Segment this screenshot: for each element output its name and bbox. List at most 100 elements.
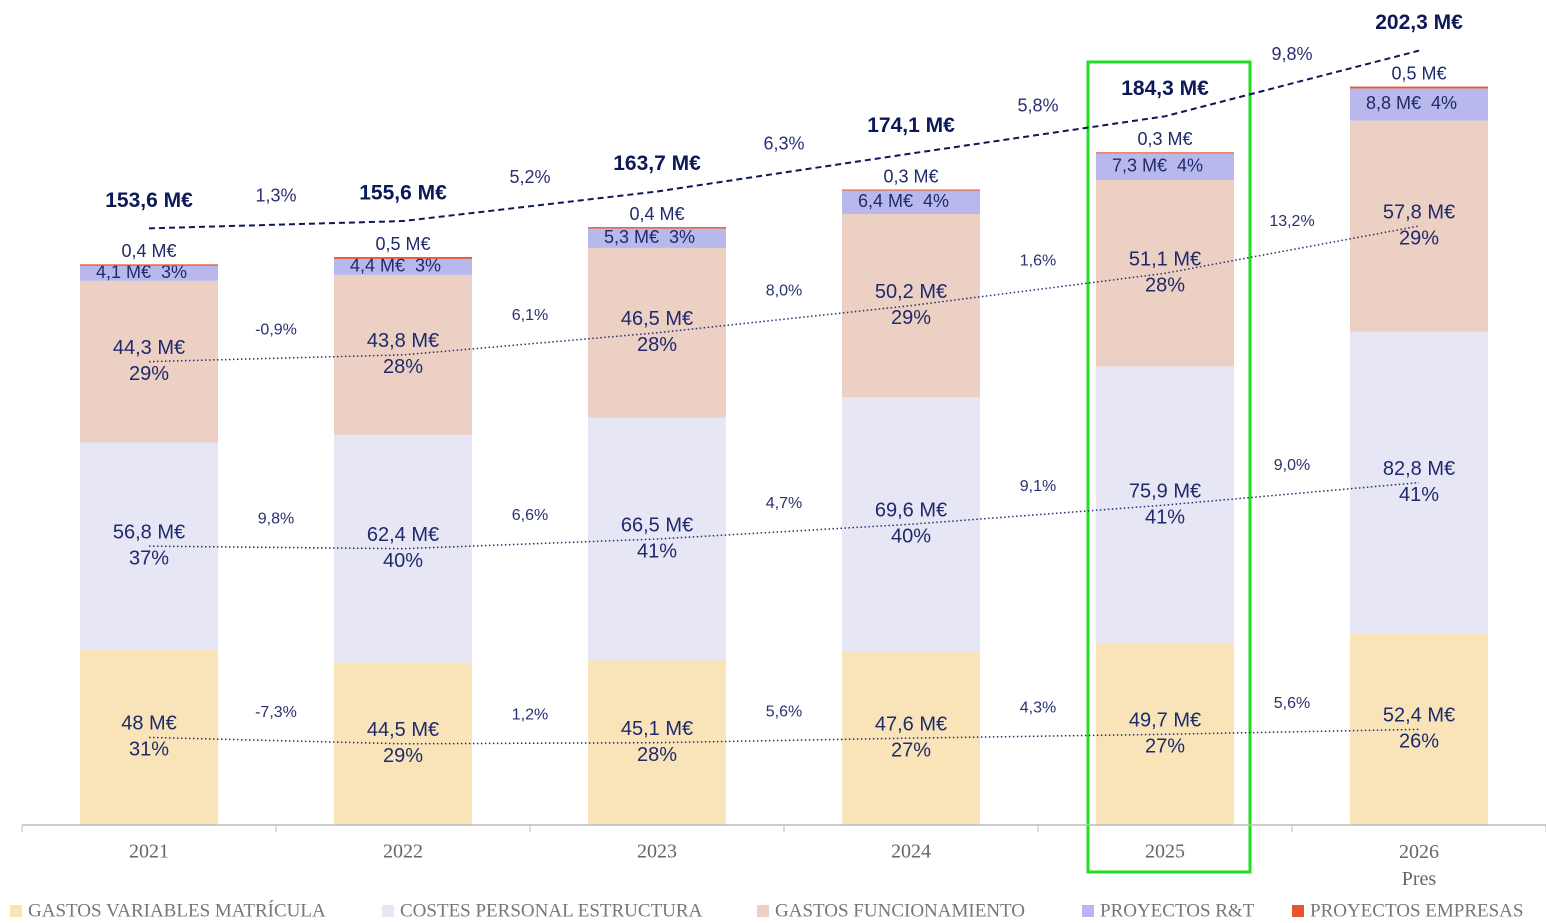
value-label: 49,7 M€ [1129,710,1201,732]
legend-swatch [757,905,769,917]
total-label: 153,6 M€ [105,189,193,212]
x-tick-label: 2022 [383,841,423,863]
growth-label: 9,0% [1274,457,1310,474]
x-tick-label: 2025 [1145,841,1185,863]
share-label: 40% [891,526,931,548]
share-label: 28% [1145,275,1185,297]
total-growth-label: 1,3% [255,185,296,205]
share-label: 3% [161,262,187,282]
total-label: 155,6 M€ [359,182,447,205]
value-label: 4,4 M€ [350,256,405,276]
share-label: 26% [1399,731,1439,753]
highlight-box [1086,60,1252,874]
total-label: 184,3 M€ [1121,77,1209,100]
bar-segment [334,662,472,825]
share-label: 29% [129,363,169,385]
bar-segment [842,397,980,652]
bar-segment [1350,88,1488,121]
value-label: 51,1 M€ [1129,249,1201,271]
bar-segment [334,274,472,435]
bar-segment [1350,120,1488,332]
value-label: 44,5 M€ [367,719,439,741]
legend-label: PROYECTOS EMPRESAS [1310,900,1523,921]
total-growth-label: 5,2% [509,167,550,187]
growth-label: 6,6% [512,507,548,524]
share-label: 29% [1399,227,1439,249]
bar-segment [1096,153,1234,181]
value-label: 57,8 M€ [1383,201,1455,223]
value-label: 48 M€ [121,713,177,735]
bar-segment [334,257,472,259]
value-label: 5,3 M€ [604,227,659,247]
value-label: 66,5 M€ [621,514,693,536]
growth-label: 1,6% [1020,253,1056,270]
bar-segment [334,434,472,663]
share-label: 41% [1145,506,1185,528]
bar-segment [1350,633,1488,825]
value-label: 8,8 M€ [1366,93,1421,113]
value-label: 43,8 M€ [367,330,439,352]
x-tick-label: 2026 Pres [1399,841,1439,890]
total-growth-label: 6,3% [763,133,804,153]
share-label: 4% [1177,155,1203,175]
bar-segment [588,228,726,248]
legend-label: COSTES PERSONAL ESTRUCTURA [400,900,703,921]
share-label: 41% [1399,484,1439,506]
growth-label: 4,3% [1020,699,1056,716]
share-label: 3% [669,227,695,247]
value-label: 0,5 M€ [375,234,430,254]
legend-swatch [382,905,394,917]
legend-swatch [1082,905,1094,917]
share-label: 31% [129,739,169,761]
growth-label: 5,6% [1274,695,1310,712]
value-label: 82,8 M€ [1383,458,1455,480]
total-growth-label: 9,8% [1271,44,1312,64]
total-growth-label: 5,8% [1017,96,1058,116]
total-label: 163,7 M€ [613,152,701,175]
value-label: 62,4 M€ [367,524,439,546]
legend-label: GASTOS FUNCIONAMIENTO [775,900,1025,921]
bar-segment [80,265,218,281]
value-label: 0,3 M€ [1137,129,1192,149]
bar-segment [80,264,218,266]
share-label: 29% [383,745,423,767]
value-label: 0,4 M€ [629,204,684,224]
x-tick-label: 2023 [637,841,677,863]
growth-label: 5,6% [766,704,802,721]
value-label: 69,6 M€ [875,500,947,522]
share-label: 4% [923,191,949,211]
value-label: 75,9 M€ [1129,480,1201,502]
growth-label: -0,9% [255,321,297,338]
share-label: 29% [891,307,931,329]
growth-label: 4,7% [766,495,802,512]
share-label: 41% [637,540,677,562]
value-label: 50,2 M€ [875,281,947,303]
value-label: 0,5 M€ [1391,63,1446,83]
value-label: 52,4 M€ [1383,705,1455,727]
value-label: 4,1 M€ [96,262,151,282]
total-label: 174,1 M€ [867,114,955,137]
growth-label: 9,8% [258,511,294,528]
bar-segment [842,190,980,214]
bar-segment [1350,86,1488,89]
trend-line [148,225,1420,363]
bar-segment [842,651,980,825]
share-label: 28% [637,744,677,766]
total-line [148,49,1420,230]
share-label: 27% [1145,736,1185,758]
value-label: 0,3 M€ [883,166,938,186]
growth-label: 13,2% [1269,213,1314,230]
growth-label: 8,0% [766,282,802,299]
bar-segment [588,227,726,229]
share-label: 28% [383,356,423,378]
x-tick-label: 2024 [891,841,931,863]
total-label: 202,3 M€ [1375,11,1463,34]
value-label: 44,3 M€ [113,337,185,359]
x-tick-label: 2021 [129,841,169,863]
share-label: 3% [415,256,441,276]
share-label: 4% [1431,93,1457,113]
value-label: 46,5 M€ [621,308,693,330]
value-label: 6,4 M€ [858,191,913,211]
value-label: 7,3 M€ [1112,155,1167,175]
